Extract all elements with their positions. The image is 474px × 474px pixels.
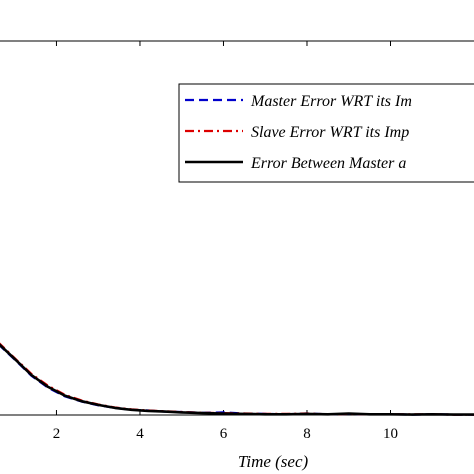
series-line-1 [0, 344, 474, 416]
series-lines [0, 342, 474, 416]
x-tick-label: 10 [383, 426, 398, 442]
series-line-2 [0, 342, 474, 416]
x-axis-label: Time (sec) [238, 452, 309, 471]
x-tick-label: 8 [303, 426, 311, 442]
x-tick-label: 4 [136, 426, 144, 442]
series-line-3 [0, 343, 474, 416]
legend: Master Error WRT its Im Slave Error WRT i… [178, 83, 474, 183]
x-tick-label: 6 [220, 426, 228, 442]
x-tick-label: 2 [53, 426, 61, 442]
legend-label-3: Error Between Master a [250, 155, 406, 172]
legend-label-2: Slave Error WRT its Imp [251, 124, 409, 141]
legend-label-1: Master Error WRT its Im [250, 93, 412, 110]
